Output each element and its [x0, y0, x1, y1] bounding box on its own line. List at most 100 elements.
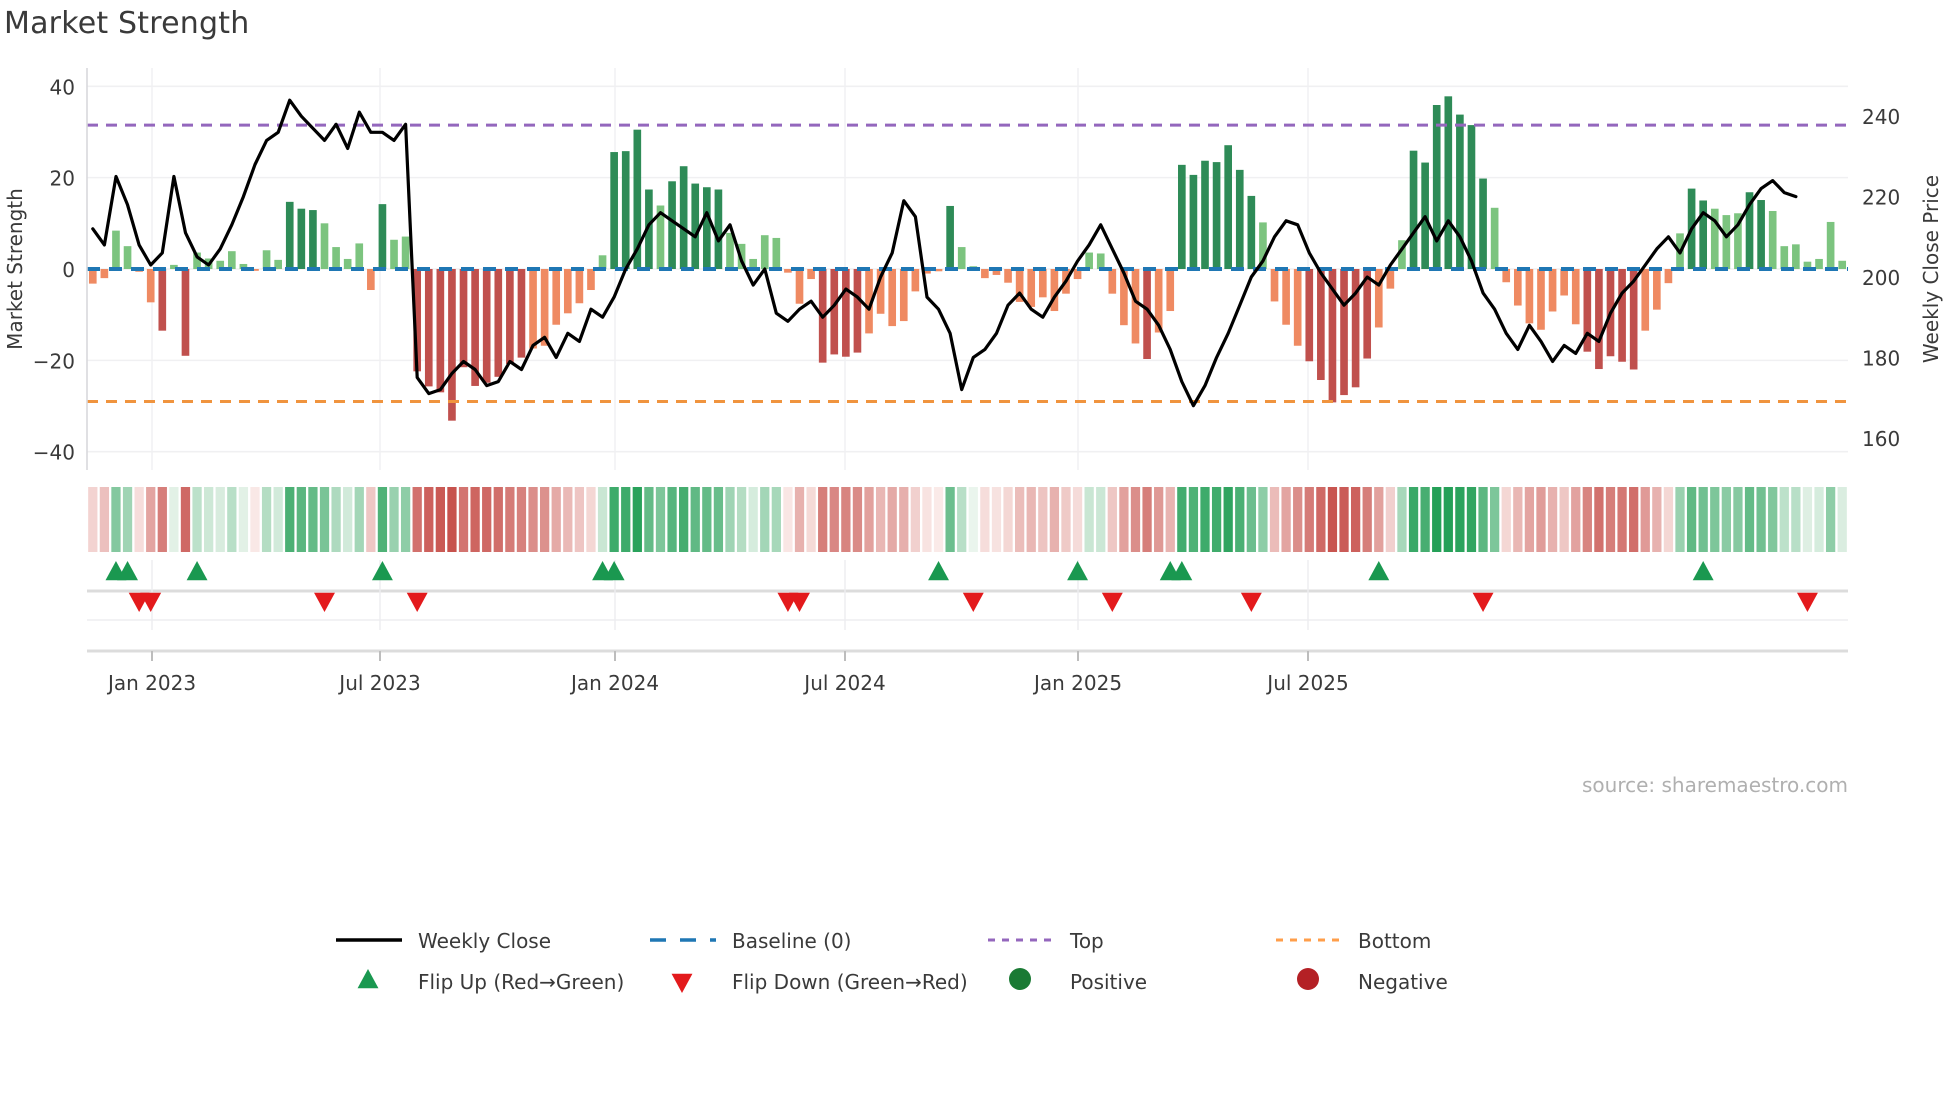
bar	[1201, 160, 1209, 269]
heatmap-cell	[806, 487, 816, 552]
bar	[865, 269, 873, 334]
legend: Weekly Close Baseline (0) Top Bottom Flip Up…	[336, 929, 1448, 994]
bar	[1722, 215, 1731, 269]
legend-triangle-down-icon[interactable]	[671, 973, 693, 993]
heatmap-cell	[968, 487, 978, 552]
heatmap-cell	[1316, 487, 1326, 552]
heatmap-cell	[852, 487, 863, 552]
bar	[842, 269, 850, 357]
legend-item[interactable]: Baseline (0)	[650, 929, 851, 953]
heatmap-cell	[1559, 487, 1569, 552]
bar	[1815, 258, 1823, 269]
flip-down-marker[interactable]	[406, 592, 428, 612]
bar	[1664, 269, 1673, 284]
bar	[668, 181, 676, 269]
heatmap-cell	[586, 487, 596, 552]
bar	[726, 232, 734, 269]
bar	[1757, 200, 1765, 269]
heatmap-cell	[736, 487, 747, 552]
bar	[158, 269, 167, 331]
flip-up-marker[interactable]	[1067, 561, 1089, 581]
flip-down-marker[interactable]	[1472, 592, 1494, 612]
bar	[830, 269, 839, 355]
legend-item[interactable]: Top	[988, 929, 1104, 953]
heatmap-cell	[377, 487, 388, 552]
heatmap-cell	[864, 487, 874, 552]
flip-up-marker[interactable]	[1368, 561, 1390, 581]
y-axis-right-ticks: 160 180 200 220 240	[1862, 105, 1900, 451]
heatmap-cell	[1096, 487, 1106, 552]
heatmap-cell	[470, 487, 480, 552]
weekly-close-line	[91, 98, 1798, 408]
x-axis: Jan 2023 Jul 2023 Jan 2024 Jul 2024 Jan 2025…	[87, 619, 1848, 695]
heatmap-cell	[679, 487, 689, 552]
flip-up-marker[interactable]	[186, 561, 208, 581]
page-title: Market Strength	[4, 6, 250, 41]
heatmap-cell	[192, 487, 202, 552]
flip-down-marker[interactable]	[789, 592, 810, 612]
legend-item[interactable]: Flip Down (Green→Red)	[671, 970, 968, 994]
bar	[401, 236, 410, 269]
heatmap-cell	[818, 487, 828, 552]
legend-item[interactable]: Negative	[1297, 968, 1448, 994]
legend-item[interactable]: Bottom	[1276, 929, 1431, 953]
heatmap-cell	[99, 487, 110, 552]
heatmap-cell	[1072, 487, 1083, 552]
heatmap-cell	[1698, 487, 1708, 552]
y2-tick-label: 200	[1862, 266, 1900, 290]
flip-down-marker[interactable]	[1101, 592, 1123, 612]
heatmap-cell	[1350, 487, 1361, 552]
bar	[1502, 269, 1511, 283]
flip-up-marker[interactable]	[1692, 561, 1714, 581]
legend-item-label: Positive	[1070, 970, 1147, 994]
legend-triangle-up-icon[interactable]	[357, 969, 379, 989]
heatmap-cell	[621, 487, 631, 552]
heatmap-cell	[400, 487, 411, 552]
bar	[1826, 221, 1835, 269]
legend-item[interactable]: Positive	[1009, 968, 1147, 994]
bar	[598, 255, 607, 269]
heatmap-cell	[574, 487, 585, 552]
heatmap-cell	[1362, 487, 1372, 552]
heatmap-cell	[702, 487, 712, 552]
flip-up-marker[interactable]	[371, 561, 393, 581]
heatmap-cell	[1652, 487, 1662, 552]
flip-up-marker[interactable]	[603, 561, 625, 581]
y-axis-label: Market Strength	[3, 188, 27, 350]
flip-down-marker[interactable]	[140, 592, 162, 612]
heatmap-cell	[910, 487, 920, 552]
heatmap-cell	[273, 487, 283, 552]
bar	[1548, 269, 1557, 312]
flip-down-marker[interactable]	[1797, 592, 1818, 612]
flip-down-marker[interactable]	[314, 592, 335, 612]
bar	[332, 247, 340, 269]
heatmap-cell	[1663, 487, 1674, 552]
flip-down-marker[interactable]	[1240, 592, 1262, 612]
flip-up-marker[interactable]	[117, 561, 138, 581]
bar	[1027, 269, 1036, 307]
heatmap-cell	[1038, 487, 1048, 552]
flip-down-marker[interactable]	[962, 592, 984, 612]
bar	[1641, 269, 1650, 331]
heatmap-cell	[1825, 487, 1836, 552]
flip-up-marker[interactable]	[928, 561, 949, 581]
heatmap-cell	[250, 487, 260, 552]
heatmap-cell	[841, 487, 851, 552]
heatmap-cell	[122, 487, 133, 552]
heatmap-cell	[482, 487, 492, 552]
heatmap-cell	[1003, 487, 1013, 552]
bar	[1212, 162, 1221, 269]
heatmap-cell	[319, 487, 330, 552]
y2-tick-label: 220	[1862, 186, 1900, 210]
heatmap-cell	[157, 487, 167, 552]
bar	[1699, 200, 1708, 269]
heatmap-cell	[713, 487, 724, 552]
legend-item[interactable]: Weekly Close	[336, 929, 551, 953]
heatmap-cell	[760, 487, 770, 552]
heatmap-cell	[1420, 487, 1430, 552]
y2-axis-label: Weekly Close Price	[1919, 175, 1943, 363]
x-tick-label: Jan 2023	[106, 671, 196, 695]
bar	[1780, 246, 1789, 269]
legend-item[interactable]: Flip Up (Red→Green)	[357, 969, 625, 994]
flip-up-marker[interactable]	[1171, 561, 1193, 581]
